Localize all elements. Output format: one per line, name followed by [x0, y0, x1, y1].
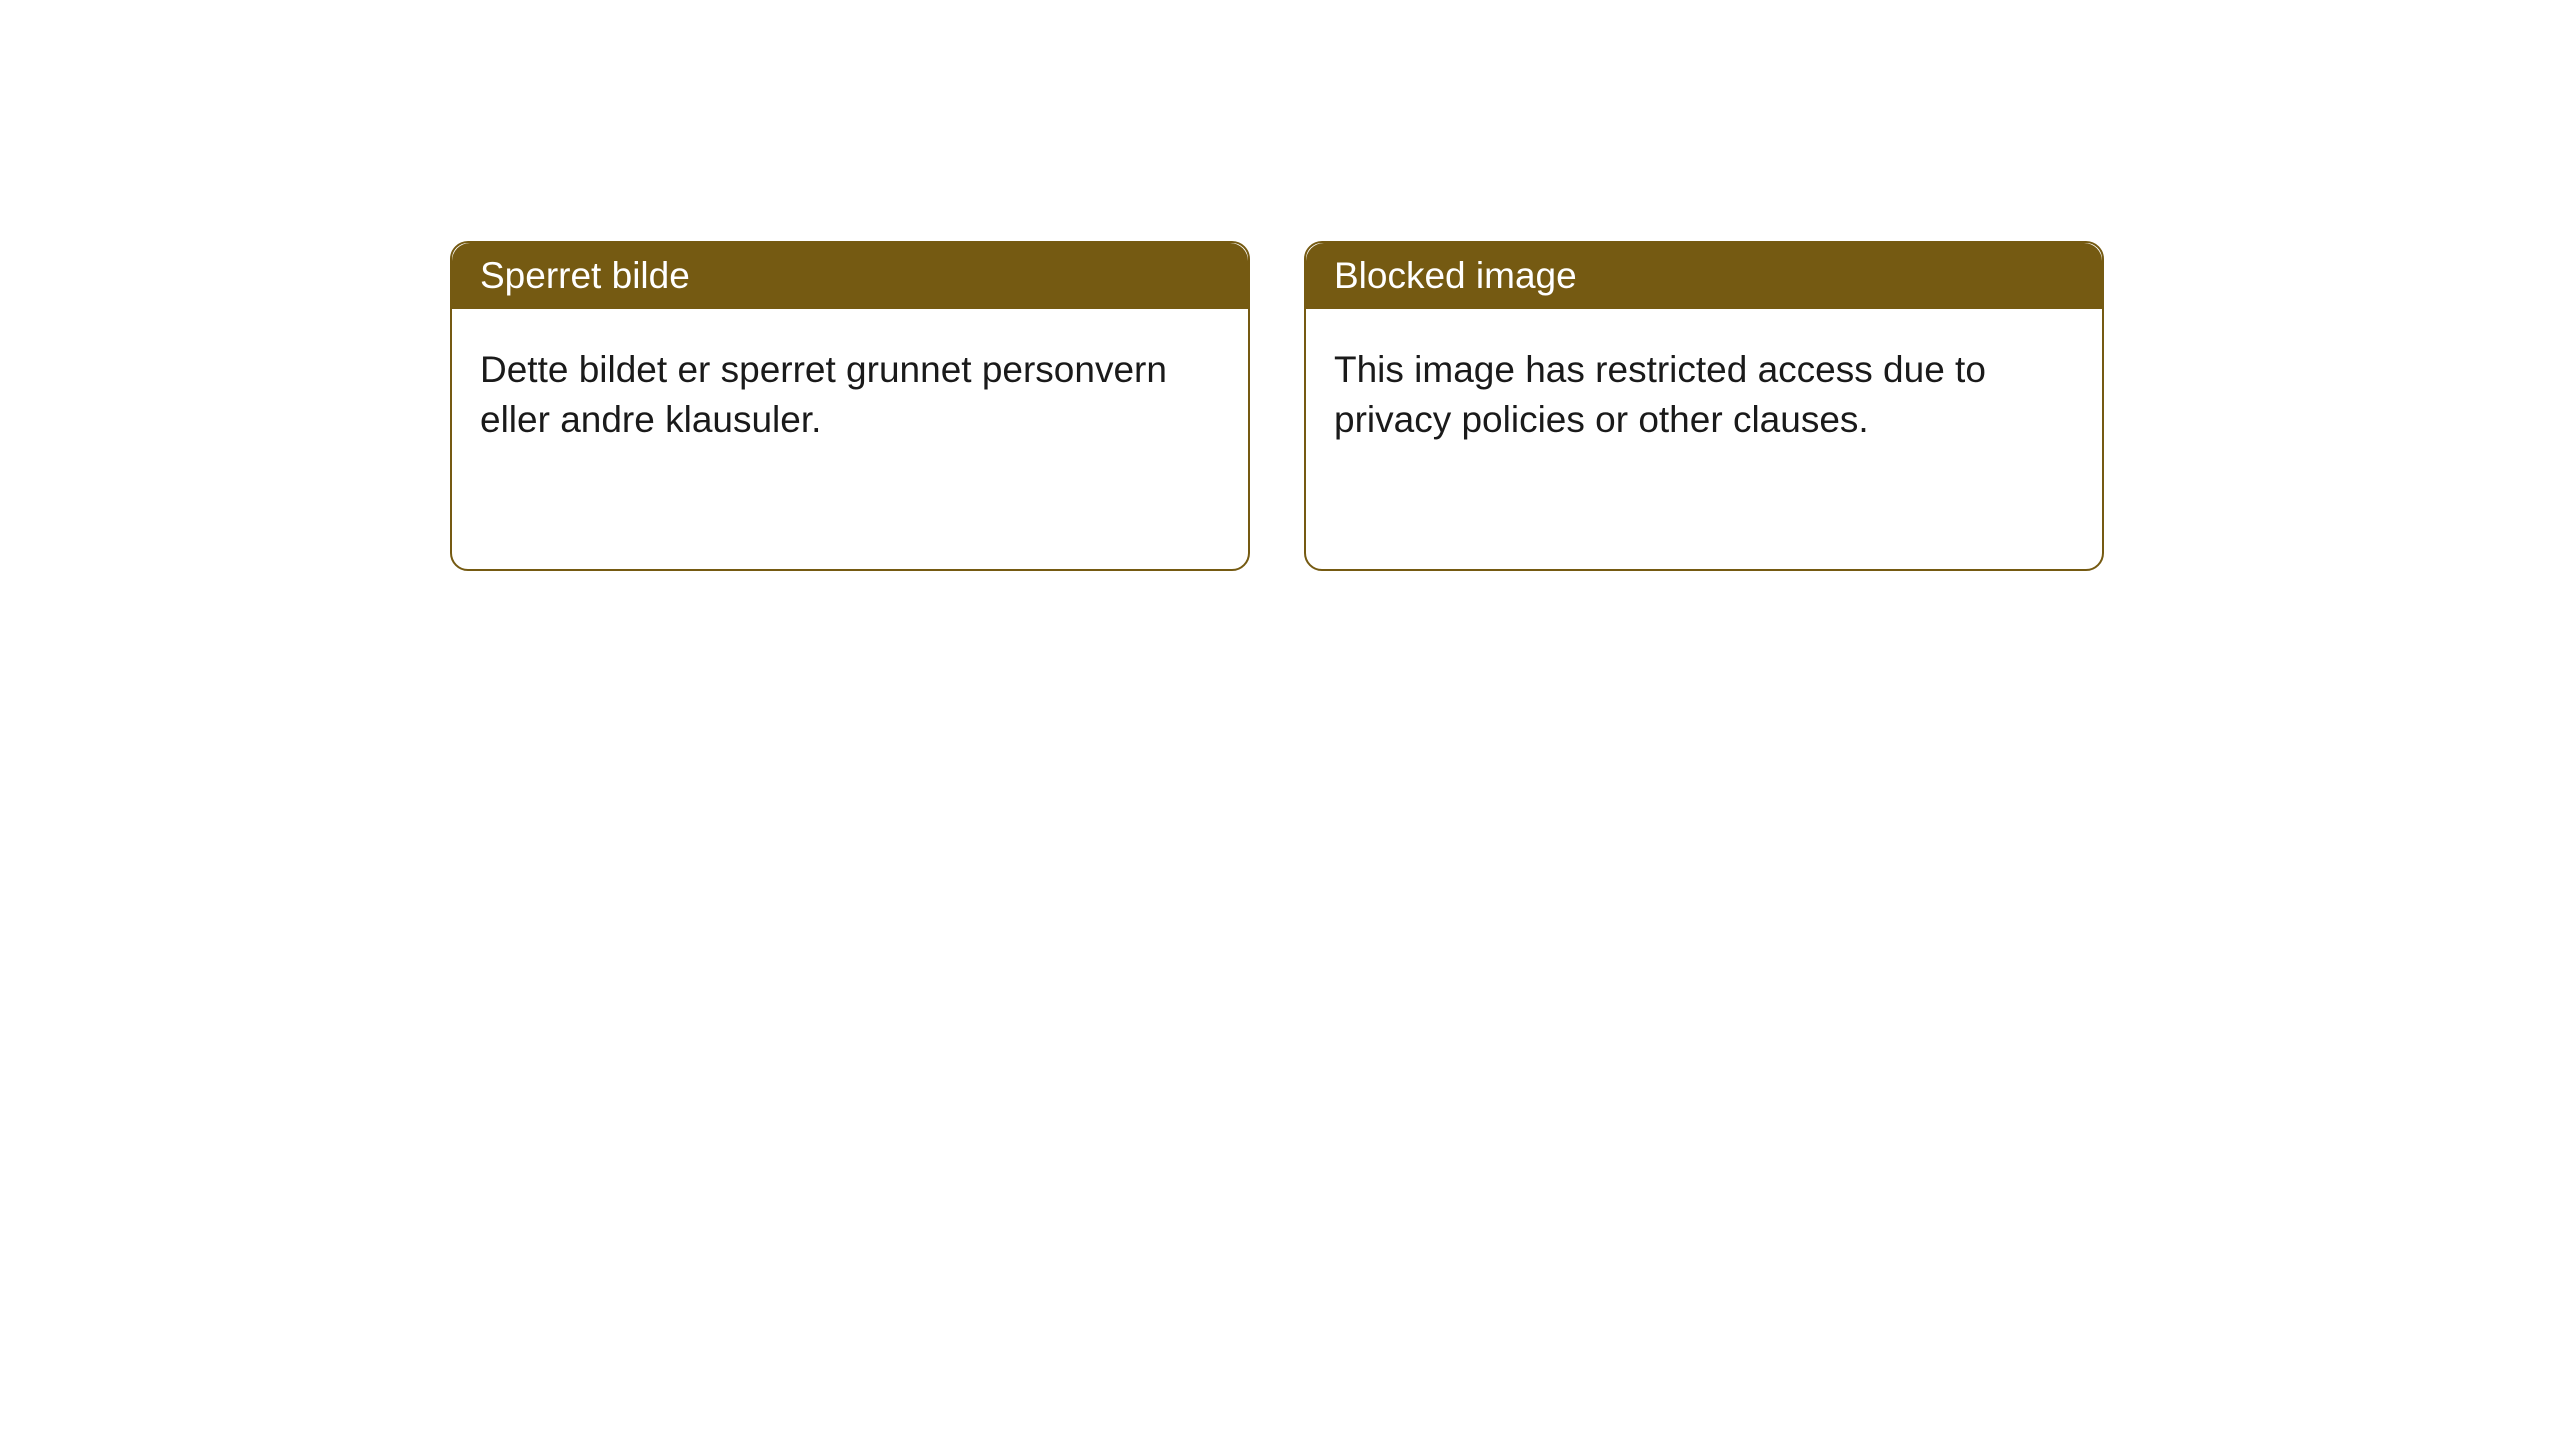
card-header: Sperret bilde — [452, 243, 1248, 309]
card-message: This image has restricted access due to … — [1334, 349, 1986, 440]
notice-container: Sperret bilde Dette bildet er sperret gr… — [450, 241, 2104, 571]
card-body: This image has restricted access due to … — [1306, 309, 2102, 571]
card-body: Dette bildet er sperret grunnet personve… — [452, 309, 1248, 571]
notice-card-norwegian: Sperret bilde Dette bildet er sperret gr… — [450, 241, 1250, 571]
card-header: Blocked image — [1306, 243, 2102, 309]
notice-card-english: Blocked image This image has restricted … — [1304, 241, 2104, 571]
card-message: Dette bildet er sperret grunnet personve… — [480, 349, 1167, 440]
card-title: Sperret bilde — [480, 255, 690, 296]
card-title: Blocked image — [1334, 255, 1577, 296]
